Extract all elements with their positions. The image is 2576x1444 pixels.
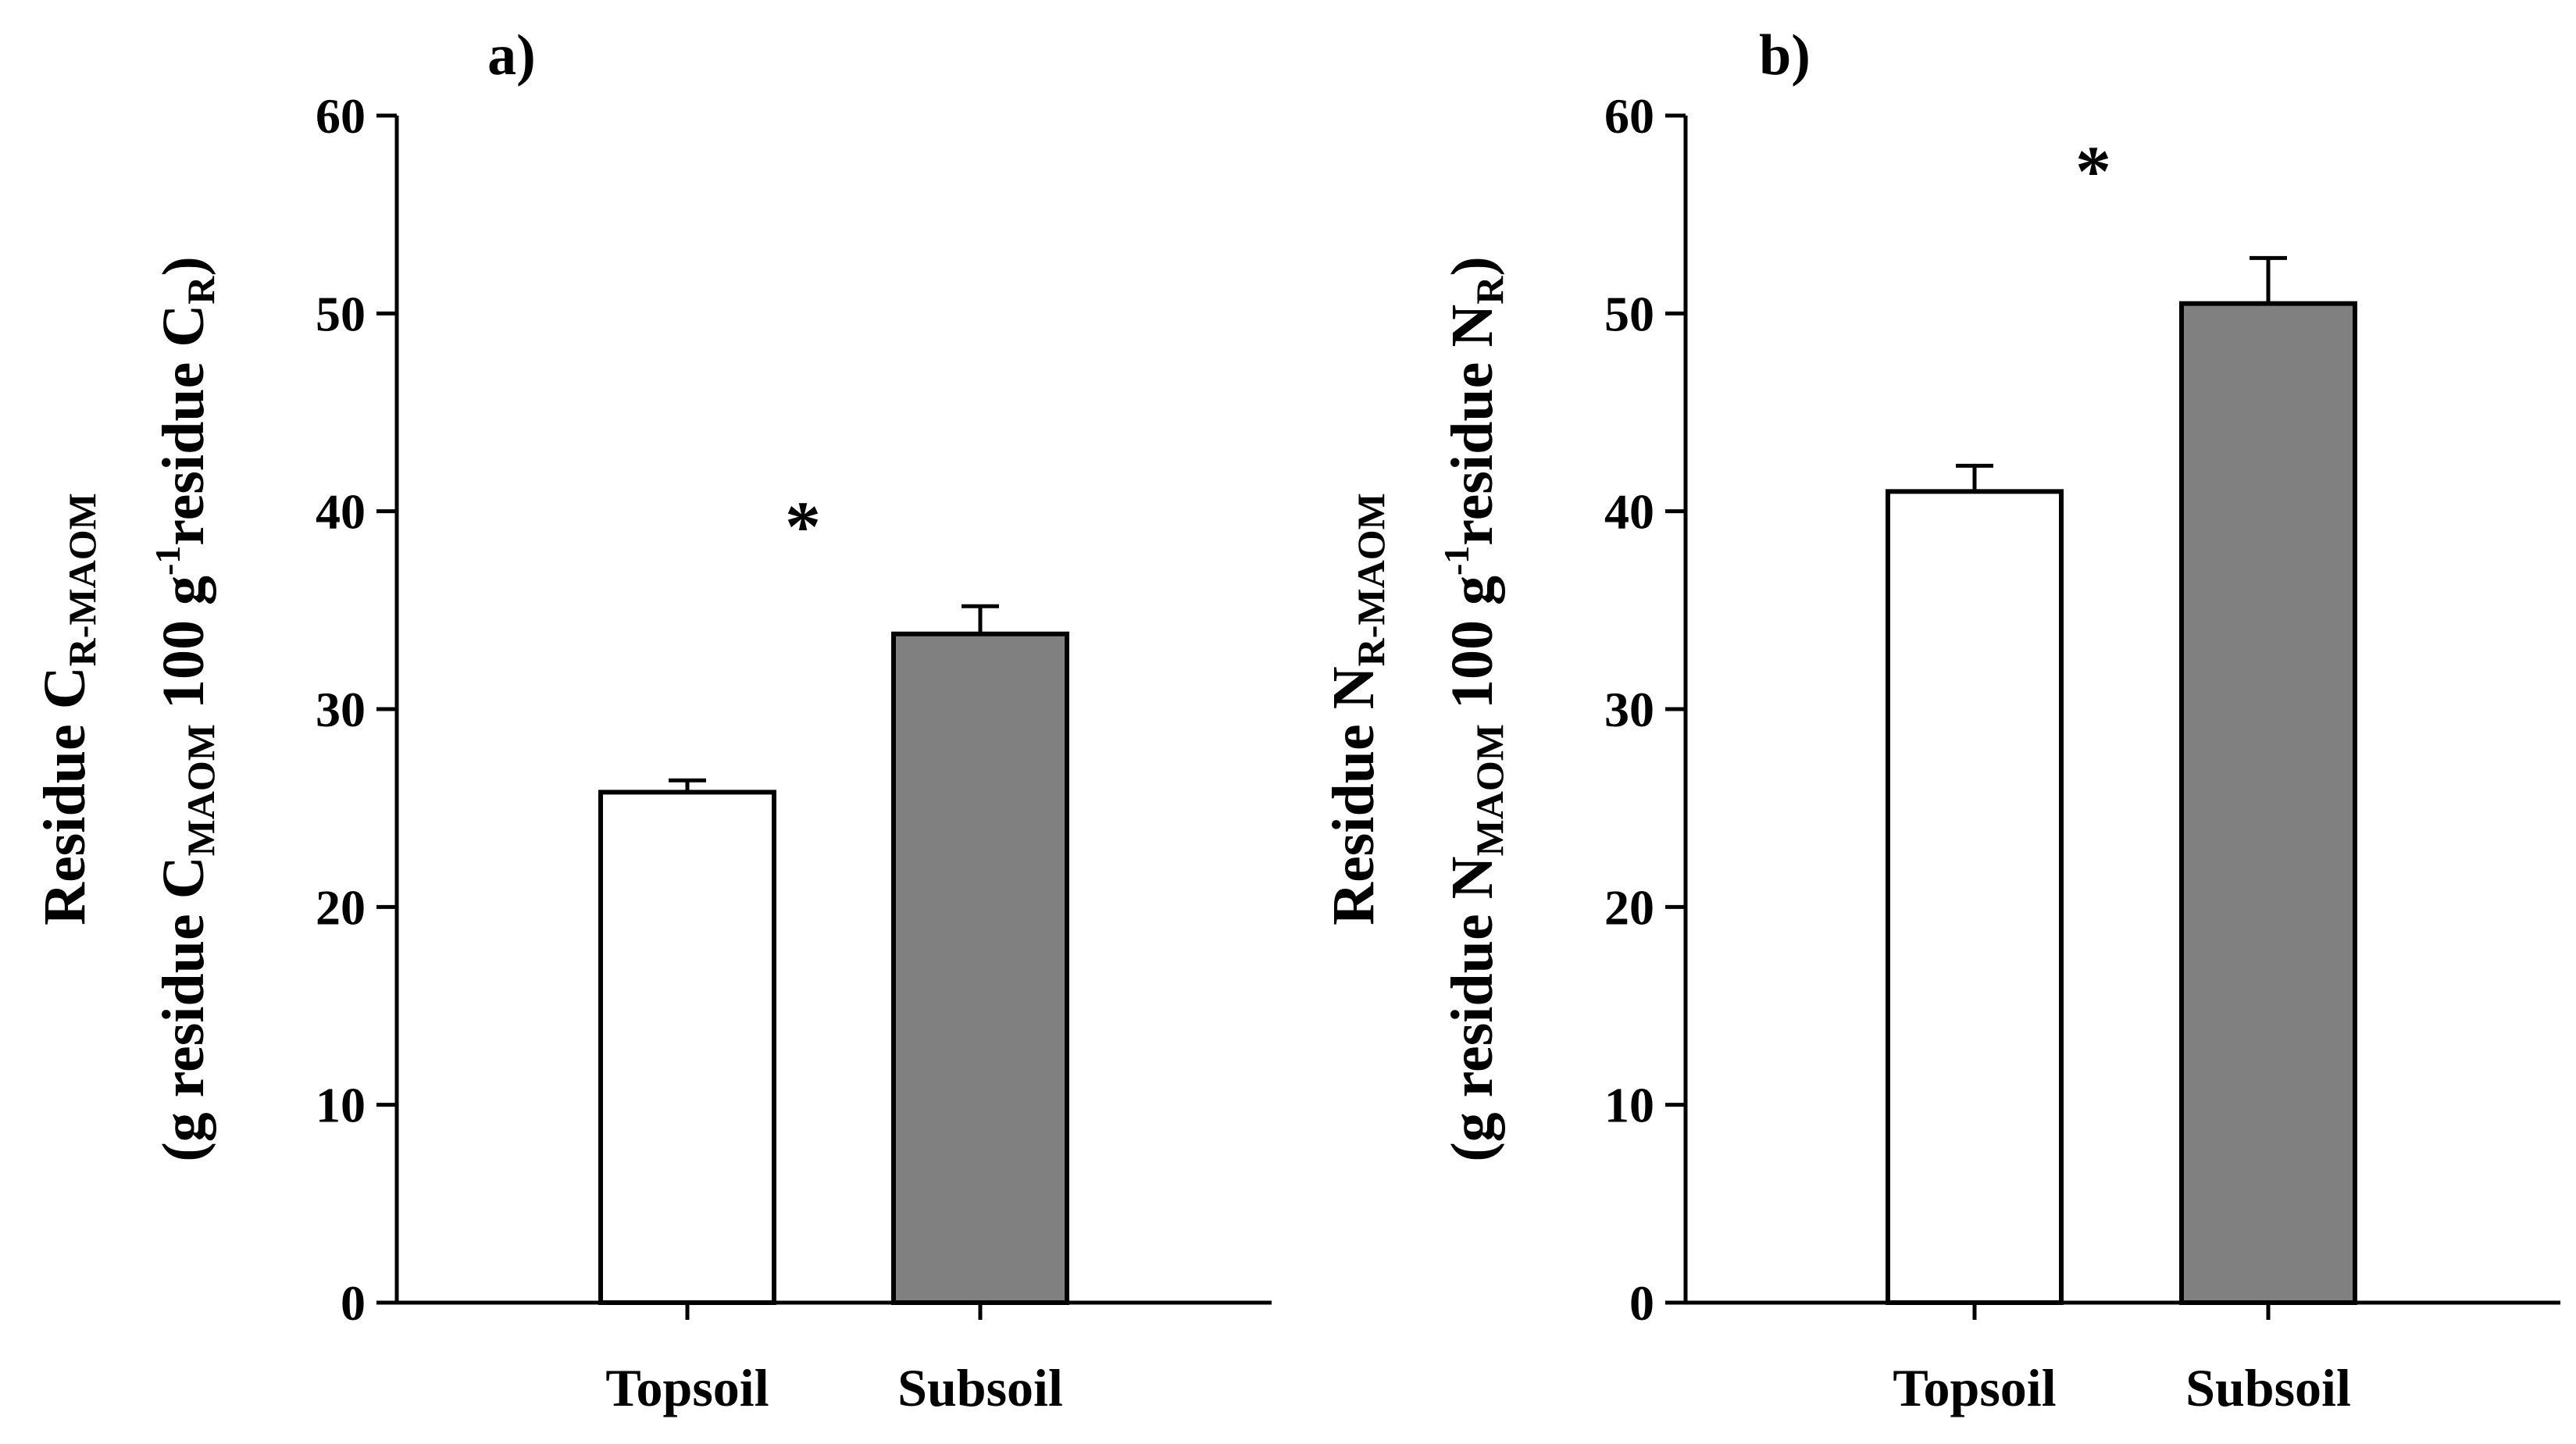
bar-topsoil — [1886, 489, 2064, 1305]
y-tick-label: 50 — [1604, 286, 1654, 341]
bar-subsoil — [891, 631, 1069, 1305]
y-title-subscript: MAOM — [1468, 724, 1511, 856]
y-tick-label: 60 — [1604, 88, 1654, 144]
y-tick-label: 40 — [1604, 484, 1654, 540]
y-title-superscript: -1 — [148, 546, 187, 576]
significance-star: * — [2075, 131, 2111, 211]
y-title-text: 100 g — [151, 576, 216, 724]
significance-star: * — [785, 487, 821, 566]
category-label-topsoil: Topsoil — [1893, 1358, 2056, 1417]
y-title-text: 100 g — [1440, 576, 1505, 724]
y-title-subscript: R — [1468, 276, 1511, 305]
y-tick-label: 0 — [1629, 1275, 1654, 1331]
panel-label: b) — [1759, 23, 1811, 87]
bar-topsoil — [598, 790, 776, 1305]
category-label-topsoil: Topsoil — [605, 1358, 769, 1417]
y-tick-label: 10 — [316, 1078, 366, 1133]
y-tick-label: 10 — [1604, 1078, 1654, 1133]
panel-label: a) — [487, 23, 536, 87]
y-tick-label: 40 — [316, 484, 366, 540]
y-tick-label: 30 — [1604, 682, 1654, 737]
bar-subsoil — [2179, 301, 2357, 1306]
y-axis-title-line2: (g residue CMAOM 100 g-1residue CR) — [148, 256, 223, 1161]
y-tick-label: 0 — [341, 1275, 366, 1331]
y-title-text: Residue N — [1321, 666, 1386, 925]
y-title-subscript: R — [179, 276, 223, 305]
category-label-subsoil: Subsoil — [897, 1358, 1063, 1417]
y-tick-label: 60 — [316, 88, 366, 144]
y-tick-label: 20 — [1604, 879, 1654, 935]
y-title-text: ) — [1440, 256, 1505, 276]
y-axis-title-line1: Residue CR-MAOM — [32, 493, 104, 925]
category-label-subsoil: Subsoil — [2185, 1358, 2351, 1417]
y-title-text: (g residue N — [1440, 856, 1505, 1161]
y-tick-label: 50 — [316, 286, 366, 341]
y-title-text: residue N — [1440, 305, 1505, 546]
y-title-text: (g residue C — [151, 856, 216, 1161]
y-title-text: ) — [151, 256, 216, 276]
y-axis-title-line2: (g residue NMAOM 100 g-1residue NR) — [1436, 256, 1511, 1161]
y-title-superscript: -1 — [1436, 546, 1476, 576]
y-title-subscript: R-MAOM — [60, 493, 104, 666]
y-tick-label: 20 — [316, 879, 366, 935]
y-title-text: Residue C — [32, 666, 98, 925]
y-tick-label: 30 — [316, 682, 366, 737]
y-title-subscript: R-MAOM — [1349, 493, 1393, 666]
y-axis-title-line1: Residue NR-MAOM — [1321, 493, 1393, 925]
y-title-subscript: MAOM — [179, 724, 223, 856]
y-title-text: residue C — [151, 305, 216, 546]
